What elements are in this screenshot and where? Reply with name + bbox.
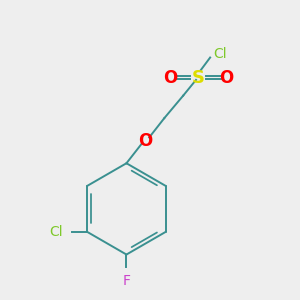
- Text: F: F: [122, 274, 130, 288]
- Text: S: S: [192, 68, 205, 86]
- Text: Cl: Cl: [213, 47, 227, 61]
- Text: Cl: Cl: [50, 225, 63, 239]
- Text: O: O: [163, 68, 178, 86]
- Text: O: O: [219, 68, 233, 86]
- Text: O: O: [138, 132, 152, 150]
